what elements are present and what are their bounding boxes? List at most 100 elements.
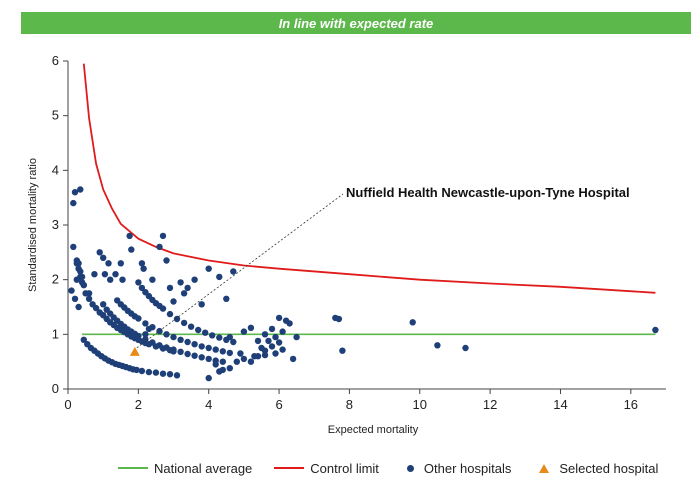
other-hospital-point (166, 310, 174, 318)
other-hospital-point (100, 301, 107, 308)
x-tick-label: 8 (346, 397, 353, 412)
legend-label-other-hospitals: Other hospitals (423, 460, 512, 476)
other-hospital-point (77, 186, 84, 193)
other-hospital-point (279, 328, 286, 335)
other-hospital-point (135, 315, 142, 322)
other-hospital-point (434, 342, 441, 349)
other-hospital-point (223, 295, 230, 302)
other-hospital-point (159, 370, 167, 377)
y-tick-label: 6 (52, 53, 59, 68)
other-hospital-point (272, 333, 279, 341)
other-hospital-point (205, 344, 212, 352)
other-hospital-point (184, 350, 191, 358)
legend-item-selected-hospital: Selected hospital (533, 461, 658, 476)
other-hospital-point (251, 353, 258, 360)
other-hospital-point (198, 343, 205, 350)
other-hospital-point (240, 328, 248, 335)
other-hospital-point (173, 372, 181, 379)
other-hospital-point (272, 350, 279, 357)
banner-background (21, 12, 691, 34)
other-hospital-point (92, 304, 100, 312)
other-hospital-point (107, 276, 114, 283)
other-hospital-point (275, 339, 283, 346)
other-hospital-point (219, 358, 226, 365)
other-hospital-point (142, 320, 149, 327)
dot-icon (406, 464, 414, 472)
selected-hospital-marker (129, 346, 140, 356)
other-hospital-point (212, 361, 219, 368)
other-hospital-point (230, 338, 237, 346)
other-hospital-point (258, 344, 265, 352)
legend-label-national-average: National average (154, 460, 253, 476)
other-hospital-point (80, 336, 88, 343)
chart-legend: National average Control limit Other hos… (118, 458, 680, 478)
other-hospital-point (140, 265, 147, 272)
y-tick-label: 2 (52, 272, 59, 287)
other-hospital-point (138, 284, 146, 292)
x-tick-label: 12 (483, 397, 497, 412)
other-hospital-point (177, 348, 184, 355)
other-hospital-point (293, 333, 300, 341)
other-hospital-point (75, 260, 82, 267)
control-limit-curve (82, 63, 656, 294)
other-hospital-point (166, 284, 174, 292)
other-hospital-point (180, 319, 188, 327)
other-hospital-point (216, 368, 223, 375)
other-hospital-point (237, 350, 244, 357)
other-hospital-point (126, 232, 133, 240)
y-axis-title: Standardised mortality ratio (27, 158, 39, 292)
x-tick-label: 2 (135, 397, 142, 412)
other-hospital-point (128, 246, 135, 253)
other-hospital-point (226, 365, 233, 372)
other-hospital-point (205, 374, 212, 382)
other-hospital-point (198, 354, 205, 361)
other-hospital-point (409, 319, 416, 326)
other-hospital-point (226, 333, 233, 341)
legend-item-other-hospitals: Other hospitals (401, 461, 511, 476)
other-hospital-point (100, 254, 107, 261)
other-hospital-point (73, 276, 81, 283)
other-hospital-point (240, 355, 248, 363)
y-tick-label: 3 (52, 217, 59, 232)
other-hospital-point (268, 343, 276, 350)
other-hospital-point (652, 326, 659, 334)
other-hospital-point (462, 344, 469, 352)
other-hospital-point (216, 273, 223, 281)
x-tick-label: 10 (413, 397, 427, 412)
other-hospital-point (149, 339, 156, 346)
other-hospital-point (159, 232, 167, 240)
other-hospital-point (119, 276, 126, 283)
other-hospital-point (135, 332, 142, 340)
other-hospital-point (191, 352, 198, 359)
legend-item-national-average: National average (118, 461, 252, 476)
other-hospital-point (219, 348, 226, 355)
other-hospital-point (261, 331, 269, 338)
other-hospital-point (254, 337, 262, 345)
other-hospital-point (184, 338, 191, 346)
x-tick-label: 0 (64, 397, 71, 412)
other-hospital-point (195, 326, 202, 334)
other-hospital-point (339, 347, 346, 354)
other-hospital-point (138, 260, 146, 267)
other-hospital-point (198, 301, 205, 308)
other-hospital-point (149, 276, 156, 283)
other-hospital-point (261, 351, 269, 359)
other-hospital-point (163, 331, 170, 338)
other-hospital-point (180, 290, 188, 297)
other-hospital-point (80, 281, 88, 289)
annotation-leader-line (136, 193, 344, 349)
other-hospital-point (177, 279, 184, 286)
other-hospital-point (156, 342, 163, 349)
other-hospital-point (247, 358, 255, 365)
legend-label-control-limit: Control limit (310, 460, 379, 476)
other-hospital-point (152, 369, 160, 376)
other-hospital-point (117, 260, 125, 267)
other-hospital-point (166, 371, 174, 378)
other-hospital-point (184, 284, 191, 292)
other-hospital-point (289, 355, 297, 363)
y-tick-label: 0 (52, 381, 59, 396)
other-hospital-point (170, 333, 177, 341)
other-hospital-point (145, 325, 153, 333)
x-axis-title: Expected mortality (328, 424, 419, 436)
